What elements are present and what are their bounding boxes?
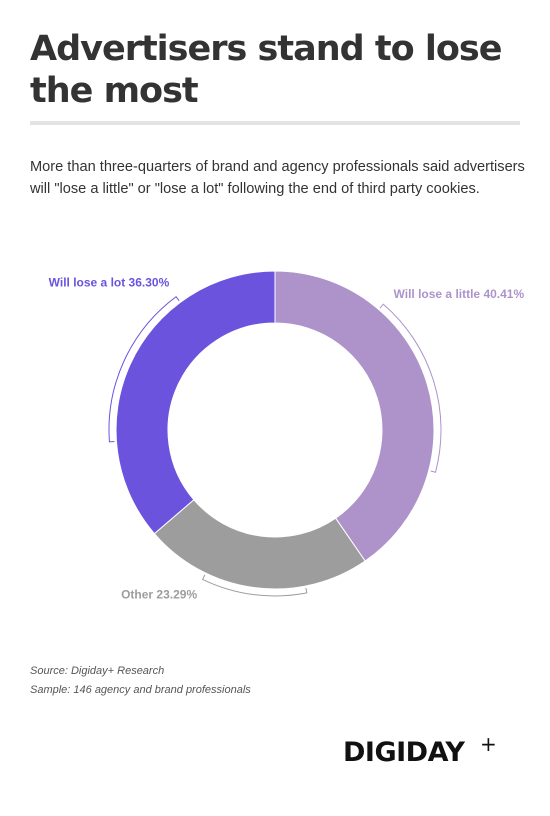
digiday-plus-mark: + [480,732,497,756]
donut-slice-will-lose-a-lot [115,270,276,535]
title-divider [30,121,520,125]
slice-bracket [108,296,180,443]
donut-chart: Will lose a little 40.41% Other 23.29% Wil… [49,270,525,602]
slice-label: Other 23.29% [121,588,197,602]
digiday-logo: DIGIDAY [343,737,465,768]
donut-slice-will-lose-a-little [274,270,435,562]
slice-bracket [379,303,442,473]
slice-bracket [201,574,308,597]
source-text: Source: Digiday+ Research [30,665,165,677]
sample-text: Sample: 146 agency and brand professiona… [30,684,251,696]
donut-slice-other [153,499,366,590]
slice-label: Will lose a little 40.41% [394,287,525,301]
slice-label: Will lose a lot 36.30% [49,275,170,289]
source-note: Source: Digiday+ Research Sample: 146 ag… [30,662,251,700]
chart-title: Advertisers stand to lose the most [30,29,502,111]
chart-subtitle: More than three-quarters of brand and ag… [30,159,525,197]
